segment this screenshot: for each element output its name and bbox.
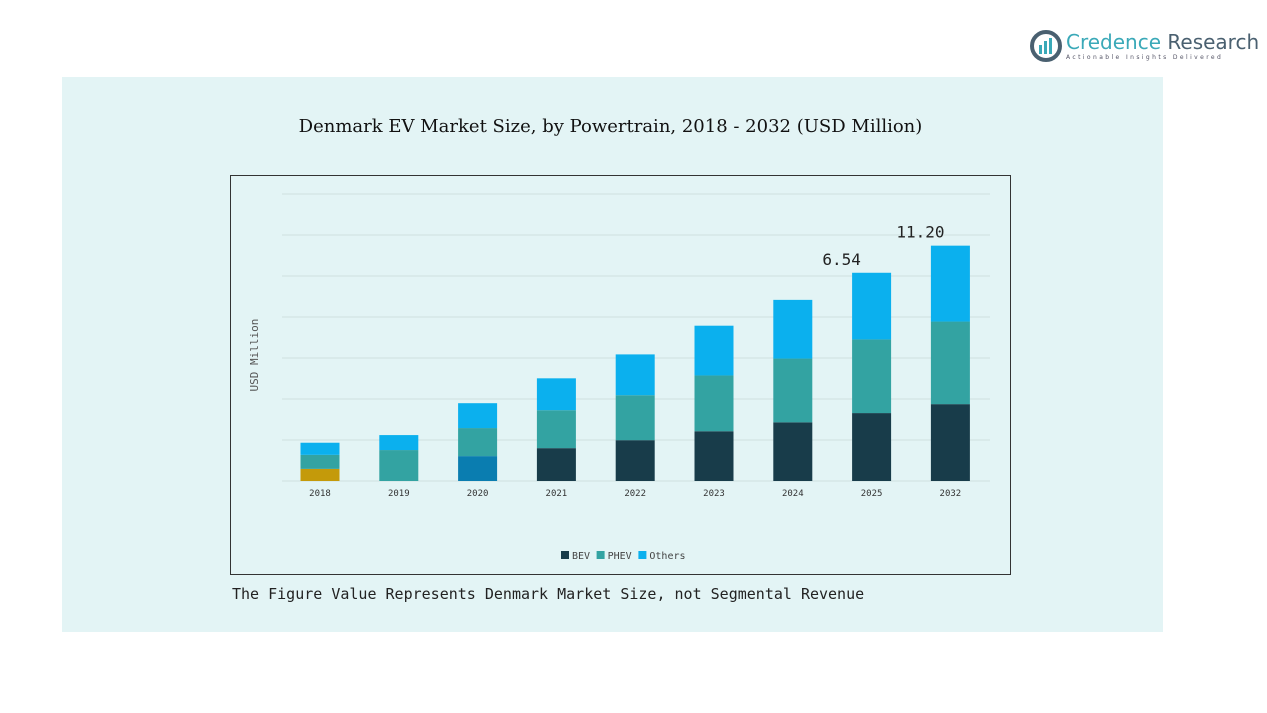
bar-others-2018 [300,442,340,455]
data-label: 11.20 [896,223,944,242]
bar-phev-2023 [694,375,734,432]
legend-label-phev: PHEV [608,551,632,562]
logo-name-2: Research [1167,29,1260,54]
bar-bev-2022 [615,440,655,481]
logo-icon [1030,30,1062,62]
bar-phev-2032 [930,321,970,405]
bar-bev-2024 [773,422,813,481]
data-label: 6.54 [822,250,861,269]
bar-bev-2020 [458,456,498,481]
bar-phev-2020 [458,428,498,457]
x-tick-label: 2025 [861,489,883,499]
x-tick-label: 2019 [388,489,410,499]
bar-others-2024 [773,299,813,359]
bar-phev-2022 [615,395,655,441]
bar-phev-2019 [379,450,419,481]
x-tick-label: 2032 [940,489,962,499]
chart-title: Denmark EV Market Size, by Powertrain, 2… [298,116,923,137]
chart-frame [230,175,1011,575]
logo-name-1: Credence [1066,29,1162,54]
bar-phev-2018 [300,454,340,469]
bar-others-2023 [694,325,734,376]
credence-research-logo: Credence Research Actionable Insights De… [1030,30,1259,62]
bar-others-2021 [536,378,576,411]
x-tick-label: 2022 [624,489,646,499]
legend-swatch-bev [561,551,569,559]
logo-tagline: Actionable Insights Delivered [1066,53,1224,61]
x-tick-label: 2021 [546,489,568,499]
bar-others-2020 [458,403,498,429]
bar-bev-2023 [694,431,734,481]
bar-bev-2021 [536,448,576,481]
x-tick-label: 2020 [467,489,489,499]
bar-others-2022 [615,354,655,396]
legend-swatch-others [638,551,647,559]
chart-panel [62,77,1163,632]
bar-bev-2018 [300,468,340,481]
footnote: The Figure Value Represents Denmark Mark… [232,585,865,603]
bar-bev-2032 [930,404,970,481]
y-axis-label: USD Million [248,319,261,392]
bar-others-2019 [379,435,419,451]
bar-bev-2025 [852,413,892,481]
bar-others-2025 [852,272,892,340]
legend-label-others: Others [649,551,685,562]
bar-others-2032 [930,245,970,322]
bar-phev-2024 [773,358,813,423]
x-tick-label: 2023 [703,489,725,499]
legend-swatch-phev [596,551,605,559]
bar-phev-2025 [852,339,892,414]
legend-label-bev: BEV [572,551,590,562]
bar-phev-2021 [536,410,576,449]
x-tick-label: 2024 [782,489,804,499]
x-tick-label: 2018 [309,489,331,499]
